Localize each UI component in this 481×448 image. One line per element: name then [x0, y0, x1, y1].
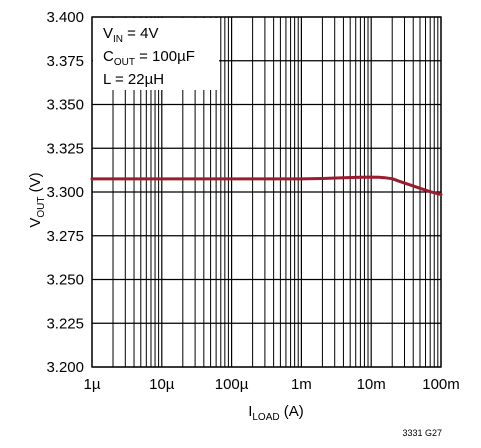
x-tick-label: 1m	[291, 376, 312, 393]
x-tick-label: 1µ	[84, 376, 101, 393]
y-tick-labels: 3.400 3.375 3.350 3.325 3.300 3.275 3.250 3.225…	[46, 9, 84, 376]
annotation-line-cout: COUT = 100µF	[103, 48, 195, 68]
series-line-vout	[90, 175, 443, 197]
y-tick-label: 3.225	[46, 315, 84, 332]
x-tick-label: 100µ	[215, 376, 249, 393]
y-tick-label: 3.325	[46, 140, 84, 157]
annotation-line-l: L = 22µH	[103, 71, 164, 88]
x-tick-labels: 1µ 10µ 100µ 1m 10m 100m	[84, 376, 460, 393]
x-axis-label: ILOAD (A)	[248, 403, 304, 423]
y-tick-label: 3.300	[46, 184, 84, 201]
plot-frame	[91, 16, 442, 368]
y-tick-label: 3.375	[46, 53, 84, 70]
y-tick-label: 3.275	[46, 228, 84, 245]
x-tick-label: 10m	[357, 376, 386, 393]
conditions-annotation: VIN = 4V COUT = 100µF L = 22µH	[93, 18, 219, 90]
y-tick-label: 3.350	[46, 97, 84, 114]
figure-id: 3331 G27	[402, 428, 442, 438]
x-tick-label: 10µ	[149, 376, 175, 393]
annotation-background	[93, 18, 219, 90]
y-tick-label: 3.400	[46, 9, 84, 26]
annotation-line-vin: VIN = 4V	[103, 25, 158, 45]
x-tick-label: 100m	[422, 376, 460, 393]
y-tick-label: 3.200	[46, 359, 84, 376]
y-axis-label: VOUT (V)	[27, 172, 47, 227]
y-tick-label: 3.250	[46, 272, 84, 289]
